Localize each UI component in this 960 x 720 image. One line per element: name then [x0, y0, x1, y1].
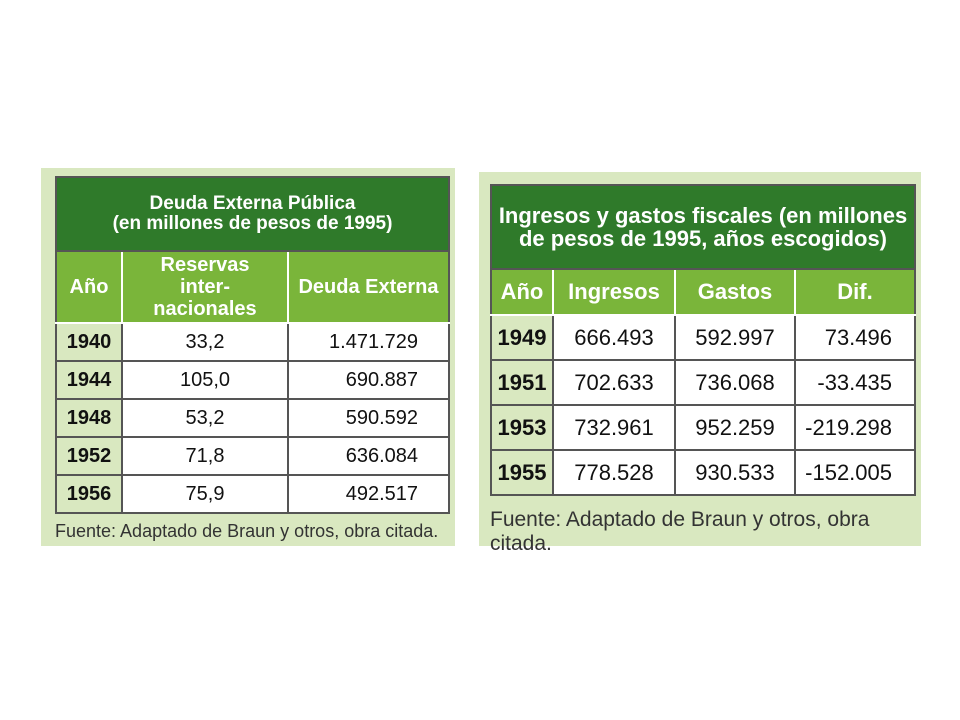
gastos-cell: 952.259 — [674, 404, 796, 451]
header-dif: Dif. — [794, 268, 916, 316]
dif-cell: -152.005 — [794, 449, 916, 496]
table-row: 1951 702.633 736.068 -33.435 — [490, 359, 916, 406]
deuda-cell: 690.887 — [286, 360, 451, 400]
year-cell: 1940 — [55, 322, 123, 362]
ingresos-cell: 666.493 — [552, 314, 676, 361]
ingresos-gastos-panel: Ingresos y gastos fiscales (en millones … — [479, 172, 921, 555]
dif-cell: -219.298 — [794, 404, 916, 451]
ingresos-gastos-table: Ingresos y gastos fiscales (en millones … — [490, 184, 916, 496]
reservas-cell: 75,9 — [121, 474, 289, 514]
table-title: Ingresos y gastos fiscales (en millones … — [490, 184, 916, 270]
header-row: Año Ingresos Gastos Dif. — [490, 268, 916, 316]
gastos-cell: 592.997 — [674, 314, 796, 361]
table-row: 1952 71,8 636.084 — [55, 436, 451, 476]
header-ingresos: Ingresos — [552, 268, 676, 316]
year-cell: 1955 — [490, 449, 554, 496]
table-row: 1940 33,2 1.471.729 — [55, 322, 451, 362]
year-cell: 1948 — [55, 398, 123, 438]
gastos-cell: 930.533 — [674, 449, 796, 496]
year-cell: 1944 — [55, 360, 123, 400]
deuda-externa-table: Deuda Externa Pública (en millones de pe… — [54, 176, 451, 514]
table-row: 1948 53,2 590.592 — [55, 398, 451, 438]
year-cell: 1949 — [490, 314, 554, 361]
header-deuda: Deuda Externa — [286, 250, 451, 324]
ingresos-cell: 778.528 — [552, 449, 676, 496]
header-row: Año Reservas inter- nacionales Deuda Ext… — [55, 250, 451, 324]
table-row: 1953 732.961 952.259 -219.298 — [490, 404, 916, 451]
deuda-cell: 492.517 — [286, 474, 451, 514]
table-row: 1944 105,0 690.887 — [55, 360, 451, 400]
ingresos-cell: 702.633 — [552, 359, 676, 406]
reservas-cell: 71,8 — [121, 436, 289, 476]
year-cell: 1951 — [490, 359, 554, 406]
header-reservas-text: Reservas inter- nacionales — [153, 254, 257, 320]
table-row: 1949 666.493 592.997 73.496 — [490, 314, 916, 361]
deuda-externa-panel: Deuda Externa Pública (en millones de pe… — [41, 168, 455, 546]
title-line-2: (en millones de pesos de 1995) — [112, 213, 393, 234]
deuda-cell: 1.471.729 — [286, 322, 451, 362]
reservas-cell: 53,2 — [121, 398, 289, 438]
table-row: 1955 778.528 930.533 -152.005 — [490, 449, 916, 496]
title-line-1: Deuda Externa Pública — [149, 193, 356, 215]
dif-cell: 73.496 — [794, 314, 916, 361]
header-ano: Año — [55, 250, 123, 324]
table-title: Deuda Externa Pública (en millones de pe… — [54, 176, 451, 252]
table-row: 1956 75,9 492.517 — [55, 474, 451, 514]
source-note: Fuente: Adaptado de Braun y otros, obra … — [55, 521, 439, 541]
gastos-cell: 736.068 — [674, 359, 796, 406]
year-cell: 1956 — [55, 474, 123, 514]
source-note: Fuente: Adaptado de Braun y otros, obra … — [490, 508, 870, 555]
year-cell: 1952 — [55, 436, 123, 476]
year-cell: 1953 — [490, 404, 554, 451]
title-line-2: de pesos de 1995, años escogidos) — [518, 226, 888, 251]
header-ano: Año — [490, 268, 554, 316]
ingresos-cell: 732.961 — [552, 404, 676, 451]
title-line-1: Ingresos y gastos fiscales (en millones — [498, 202, 908, 228]
deuda-cell: 636.084 — [286, 436, 451, 476]
dif-cell: -33.435 — [794, 359, 916, 406]
reservas-cell: 105,0 — [121, 360, 289, 400]
deuda-cell: 590.592 — [286, 398, 451, 438]
header-gastos: Gastos — [674, 268, 796, 316]
reservas-cell: 33,2 — [121, 322, 289, 362]
header-reservas: Reservas inter- nacionales — [121, 250, 289, 324]
